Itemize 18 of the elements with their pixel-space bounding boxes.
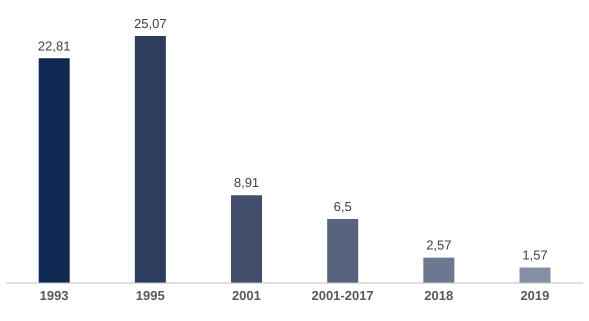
- bar: [327, 218, 358, 283]
- bar: [423, 258, 454, 283]
- x-tick-label: 1993: [40, 288, 69, 304]
- x-tick-label: 1995: [136, 288, 165, 304]
- x-tick-label: 2001-2017: [311, 288, 374, 304]
- bar: [38, 58, 70, 283]
- data-label: 1,57: [522, 248, 548, 263]
- x-tick-label: 2019: [520, 288, 550, 304]
- data-label: 25,07: [134, 16, 167, 31]
- data-label: 8,91: [234, 175, 260, 190]
- x-tick-label: 2001: [232, 288, 261, 304]
- data-label: 22,81: [38, 38, 70, 54]
- data-label: 2,57: [426, 238, 452, 253]
- bar: [134, 36, 166, 283]
- bar: [520, 268, 551, 283]
- x-tick-label: 2018: [424, 288, 454, 304]
- bar: [231, 195, 262, 283]
- data-label: 6,5: [334, 198, 352, 214]
